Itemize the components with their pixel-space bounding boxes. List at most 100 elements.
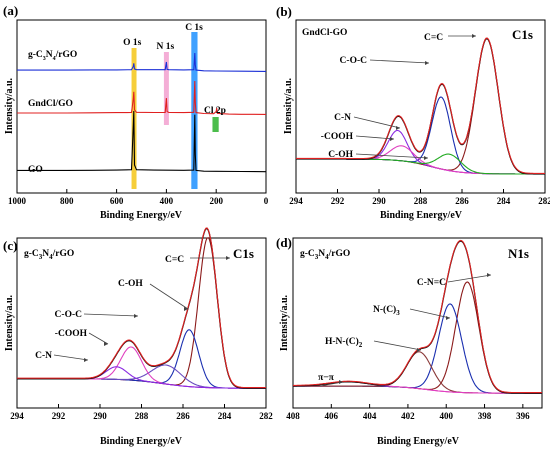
panel-d-ylabel: Intensity/a.u. (279, 294, 290, 351)
arrowhead-c-oh (424, 156, 428, 160)
peak-c-n (17, 366, 266, 389)
arrowhead- (339, 380, 343, 384)
label-n-c-3: N-(C)3 (373, 304, 400, 317)
panel-d-tick-label: 406 (325, 411, 339, 421)
label-: π−π (318, 373, 335, 383)
sample-label-go: GO (28, 165, 43, 175)
fit-envelope (17, 227, 266, 389)
arrow-c-n-c (447, 274, 492, 283)
arrow-cooh (355, 135, 395, 140)
fit-envelope (296, 37, 545, 174)
arrowhead-cooh (104, 342, 108, 346)
panel-b-tick-label: 282 (538, 196, 550, 206)
panel-a-xlabel: Binding Energy/eV (100, 210, 183, 221)
arrow-n-c-3 (409, 308, 451, 319)
arrowhead-c-oh (184, 307, 188, 311)
panel-b-sample: GndCl-GO (302, 28, 347, 38)
panel-d-tick-label: 396 (516, 411, 530, 421)
panel-d-tick-label: 402 (401, 411, 415, 421)
label-c-c: C=C (424, 33, 443, 43)
panel-c-ylabel: Intensity/a.u. (4, 294, 15, 351)
arrowhead-cooh (390, 137, 394, 141)
panel-c-xlabel: Binding Energy/eV (100, 436, 183, 447)
panel-d-xlabel: Binding Energy/eV (377, 436, 460, 447)
label-cooh: -COOH (321, 132, 354, 142)
highlight-c-1s (191, 32, 198, 189)
highlight-n-1s (163, 52, 169, 125)
label-c-oh: C-OH (328, 150, 353, 160)
peak-cooh (17, 346, 266, 389)
panel-b-tick-label: 294 (289, 196, 303, 206)
arrow-cooh (88, 332, 109, 345)
arrowhead-n-c-3 (446, 316, 450, 320)
arrow-h-n-c-2 (373, 340, 422, 351)
raw-spectrum (293, 240, 542, 394)
arrowhead-h-n-c-2 (417, 348, 421, 352)
annotation-o-1s: O 1s (123, 38, 142, 48)
panel-a-frame (16, 19, 267, 194)
label-c-n: C-N (35, 351, 52, 361)
baseline-1 (296, 158, 545, 175)
panel-d-tick-label: 400 (439, 411, 453, 421)
label-c-n-c: C-N=C (417, 278, 446, 288)
annotation-c-1s: C 1s (185, 23, 203, 33)
panel-b-frame (295, 19, 546, 194)
label-c-oh: C-OH (118, 279, 143, 289)
panel-b-title: C1s (512, 27, 533, 42)
panel-c-sample: g-C3N4/rGO (24, 249, 74, 261)
sample-label-gndcl-go: GndCl/GO (28, 99, 73, 109)
panel-d-tick-label: 398 (478, 411, 492, 421)
panel-b-tick-label: 290 (372, 196, 386, 206)
arrowhead-c-c (226, 256, 230, 260)
panel-a-ylabel: Intensity/a.u. (4, 77, 15, 134)
sample-label-g-c3n4-rgo: g-C3N4/rGO (28, 50, 77, 62)
panel-b-tick-label: 286 (455, 196, 469, 206)
arrowhead-c-n-c (487, 273, 491, 277)
panel-c-tick-label: 282 (259, 411, 273, 421)
label-h-n-c-2: H-N-(C)2 (325, 336, 363, 349)
panel-b-tick-label: 288 (414, 196, 428, 206)
series-gndcl-go (17, 80, 267, 115)
label-cooh: -COOH (55, 329, 88, 339)
panel-a-tick-label: 800 (60, 196, 74, 206)
panel-b-xlabel: Binding Energy/eV (380, 210, 463, 221)
arrowhead-c-o-c (134, 314, 138, 318)
arrow-c-o-c (83, 313, 139, 317)
panel-c-letter: (c) (3, 238, 17, 253)
panel-c-tick-label: 284 (218, 411, 232, 421)
fit-envelope (293, 239, 542, 394)
label-c-c: C=C (165, 255, 184, 265)
panel-b-letter: (b) (276, 4, 292, 19)
panel-b-ylabel: Intensity/a.u. (283, 77, 294, 134)
series-go (17, 110, 267, 173)
arrow-c-oh (355, 153, 429, 159)
panel-b-tick-label: 284 (497, 196, 511, 206)
panel-b: C=C C-O-C C-N -COOH C-OH 294 292 290 288 286 284 28… (289, 33, 550, 206)
panel-b-tick-label: 292 (331, 196, 345, 206)
panel-c-tick-label: 288 (135, 411, 149, 421)
panel-c-tick-label: 290 (93, 411, 107, 421)
panel-c-frame (16, 237, 267, 409)
panel-a-tick-label: 0 (264, 196, 269, 206)
panel-d: C-N=C N-(C)3 H-N-(C)2 π−π 408 406 404 402 400 398… (286, 239, 542, 421)
arrow-c-n (353, 116, 401, 129)
panel-d-title: N1s (508, 246, 529, 261)
arrow-c-o-c (369, 59, 430, 64)
panel-a-tick-label: 200 (209, 196, 223, 206)
panel-a-tick-label: 1000 (8, 196, 27, 206)
panel-c: C=C C-OH C-O-C -COOH C-N 294 292 290 288 286 284 28… (10, 227, 273, 421)
panel-a-letter: (a) (3, 3, 18, 18)
arrowhead-c-n (84, 358, 88, 362)
highlight-cl-2p (212, 117, 219, 132)
arrowhead-c-n (396, 126, 400, 130)
arrow-c-n (53, 354, 89, 361)
annotation-cl-2p: Cl 2p (204, 106, 226, 116)
panel-a-tick-label: 400 (160, 196, 174, 206)
panel-d-sample: g-C3N4/rGO (300, 249, 350, 261)
panel-a: O 1s N 1s C 1s Cl 2p g-C3N4/rGO GndCl/GO GO 100… (8, 23, 269, 206)
panel-c-tick-label: 292 (52, 411, 66, 421)
label-c-o-c: C-O-C (340, 56, 368, 66)
arrowhead-c-o-c (425, 61, 429, 65)
